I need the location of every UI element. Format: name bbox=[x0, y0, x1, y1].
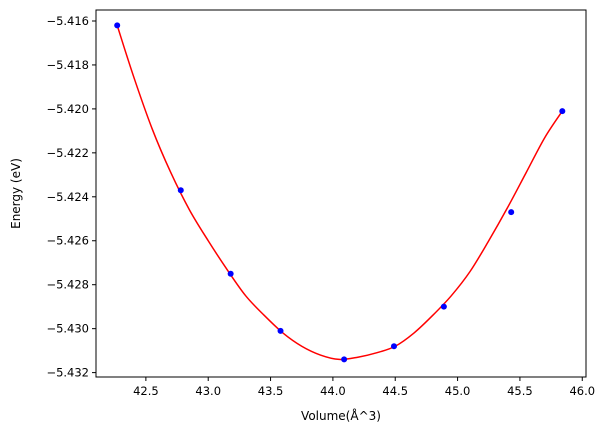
data-point bbox=[390, 343, 397, 350]
x-axis-ticks: 42.5 43.0 43.5 44.0 44.5 45.0 45.5 46.0 bbox=[133, 377, 595, 398]
x-tick-label: 43.5 bbox=[258, 384, 284, 398]
y-tick-label: −5.418 bbox=[46, 58, 89, 72]
data-point bbox=[559, 108, 566, 115]
plot-area bbox=[96, 10, 586, 377]
data-point bbox=[277, 327, 284, 334]
x-axis-label: Volume(Å^3) bbox=[301, 408, 381, 423]
plot-frame bbox=[95, 9, 587, 378]
x-tick-label: 42.5 bbox=[133, 384, 159, 398]
y-tick-label: −5.420 bbox=[46, 102, 89, 116]
x-tick-label: 45.0 bbox=[445, 384, 471, 398]
y-tick-label: −5.422 bbox=[46, 146, 89, 160]
data-point bbox=[508, 209, 515, 216]
y-tick-label: −5.430 bbox=[46, 322, 89, 336]
y-tick-label: −5.426 bbox=[46, 234, 89, 248]
y-axis-ticks: −5.432 −5.430 −5.428 −5.426 −5.424 −5.422 −5.4… bbox=[46, 14, 96, 380]
x-tick-label: 46.0 bbox=[569, 384, 595, 398]
y-axis-label: Energy (eV) bbox=[9, 158, 23, 229]
fit-curve-layer bbox=[116, 25, 563, 361]
x-tick-label: 44.5 bbox=[382, 384, 408, 398]
y-tick-label: −5.424 bbox=[46, 190, 89, 204]
data-point bbox=[341, 356, 348, 363]
x-tick-label: 43.0 bbox=[195, 384, 221, 398]
data-point bbox=[227, 270, 234, 277]
fit-curve-line bbox=[116, 25, 563, 361]
y-tick-label: −5.416 bbox=[46, 14, 89, 28]
data-point bbox=[114, 22, 121, 29]
data-points-layer bbox=[114, 22, 566, 363]
x-tick-label: 45.5 bbox=[507, 384, 533, 398]
data-point bbox=[440, 303, 447, 310]
x-tick-label: 44.0 bbox=[320, 384, 346, 398]
y-tick-label: −5.428 bbox=[46, 278, 89, 292]
data-point bbox=[177, 187, 184, 194]
y-tick-label: −5.432 bbox=[46, 366, 89, 380]
